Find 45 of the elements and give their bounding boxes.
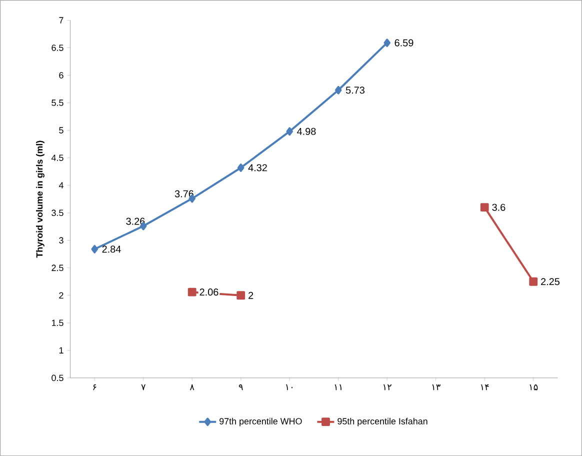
point xyxy=(91,244,98,254)
x-tick-label: ۱۳ xyxy=(432,384,440,390)
y-tick-label: 2.5 xyxy=(52,264,64,271)
data-label: 2 xyxy=(248,292,254,299)
point xyxy=(236,291,246,300)
data-label: 3.6 xyxy=(492,204,506,211)
x-tick-label: ۶ xyxy=(93,384,96,390)
point xyxy=(334,86,342,94)
data-label: 6.59 xyxy=(394,39,414,46)
y-tick-label: 6 xyxy=(59,72,64,78)
data-label: 2.06 xyxy=(200,288,218,296)
data-label: 4.32 xyxy=(248,164,267,172)
legend-label: 97th percentile WHO xyxy=(220,418,302,426)
legend-label: 95th percentile Isfahan xyxy=(338,418,428,426)
y-tick-label: 4 xyxy=(58,182,64,188)
point xyxy=(286,127,294,136)
data-label: 5.73 xyxy=(346,86,364,94)
point xyxy=(529,277,538,286)
point xyxy=(188,288,196,296)
x-tick-label: ۱۱ xyxy=(334,384,342,390)
data-label: 2.84 xyxy=(102,246,121,253)
x-tick-label: ۱۴ xyxy=(481,384,489,390)
y-tick-label: 1 xyxy=(59,347,64,354)
data-label: 4.98 xyxy=(297,128,316,135)
data-label: 2.25 xyxy=(541,278,560,286)
x-tick-label: ۱۵ xyxy=(530,384,538,390)
y-axis-title: Thyroid volume in girls (ml) xyxy=(36,140,44,258)
x-tick-label: ۸ xyxy=(190,384,194,390)
x-tick-label: ۱۰ xyxy=(286,384,292,390)
x-tick-label: ۱۲ xyxy=(384,384,392,390)
point xyxy=(480,203,489,212)
x-tick-label: ۹ xyxy=(238,384,243,390)
y-tick-label: 6.5 xyxy=(52,44,64,51)
point xyxy=(384,38,391,47)
y-tick-label: 5 xyxy=(59,127,64,134)
y-tick-label: 4.5 xyxy=(51,154,64,161)
y-tick-label: 7 xyxy=(59,17,64,24)
point xyxy=(237,163,244,172)
y-tick-label: 2 xyxy=(59,292,64,298)
y-tick-label: 0.5 xyxy=(52,374,64,382)
y-tick-label: 3 xyxy=(59,237,64,244)
y-tick-label: 1.5 xyxy=(52,320,64,326)
y-tick-label: 3.5 xyxy=(52,210,64,216)
x-tick-label: ۷ xyxy=(141,384,146,390)
y-tick-label: 5.5 xyxy=(52,100,64,106)
